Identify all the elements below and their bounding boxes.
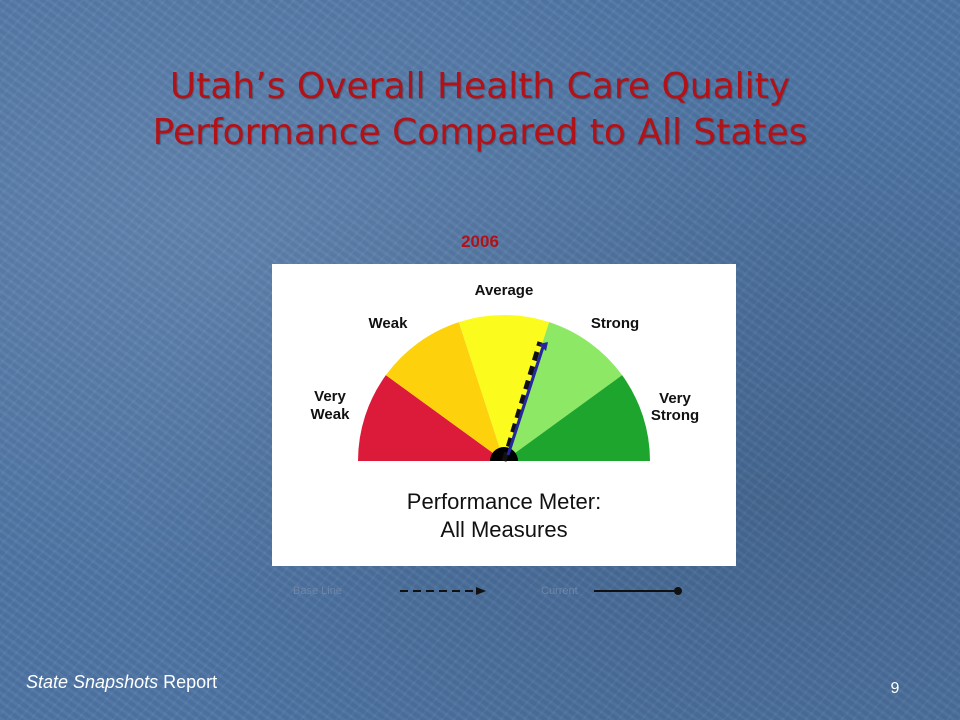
title-line-1: Utah’s Overall Health Care Quality [169, 66, 791, 107]
label-very-strong-2: Strong [651, 407, 699, 424]
label-strong: Strong [591, 315, 639, 332]
gauge-segment-strong [504, 322, 623, 461]
performance-meter-panel: Very Weak Weak Average Strong Very Stron… [272, 264, 736, 566]
slide-title: Utah’s Overall Health Care Quality Perfo… [40, 64, 920, 156]
legend-current-solid-line [594, 587, 682, 595]
year-label: 2006 [461, 232, 499, 251]
legend-baseline-dashed-arrow [400, 587, 486, 595]
label-very-strong-1: Very [659, 390, 691, 407]
needle-arrowhead [539, 342, 548, 351]
page-number: 9 [890, 680, 900, 697]
current-needle [506, 343, 546, 456]
gauge-segment-very-weak [358, 375, 504, 461]
source-rest: Report [158, 672, 218, 692]
performance-meter-gauge: Very Weak Weak Average Strong Very Stron… [311, 282, 700, 542]
gauge-segment-very-strong [504, 375, 650, 461]
meter-caption-line-1: Performance Meter: [407, 489, 601, 514]
label-weak: Weak [369, 315, 409, 332]
needle-legend: Base Line Current [280, 582, 700, 602]
baseline-needle [501, 341, 543, 462]
label-average: Average [475, 282, 534, 299]
source-footer: State Snapshots Report [26, 672, 217, 693]
label-very-weak-1: Very [314, 388, 346, 405]
meter-caption-line-2: All Measures [440, 517, 567, 542]
gauge-segment-average [458, 315, 550, 461]
legend-baseline-label: Base Line [293, 585, 342, 597]
source-italic: State Snapshots [26, 672, 159, 692]
title-line-2: Performance Compared to All States [152, 112, 808, 153]
gauge-segment-weak [385, 322, 504, 461]
label-very-weak-2: Weak [311, 406, 351, 423]
legend-current-label: Current [541, 585, 578, 597]
